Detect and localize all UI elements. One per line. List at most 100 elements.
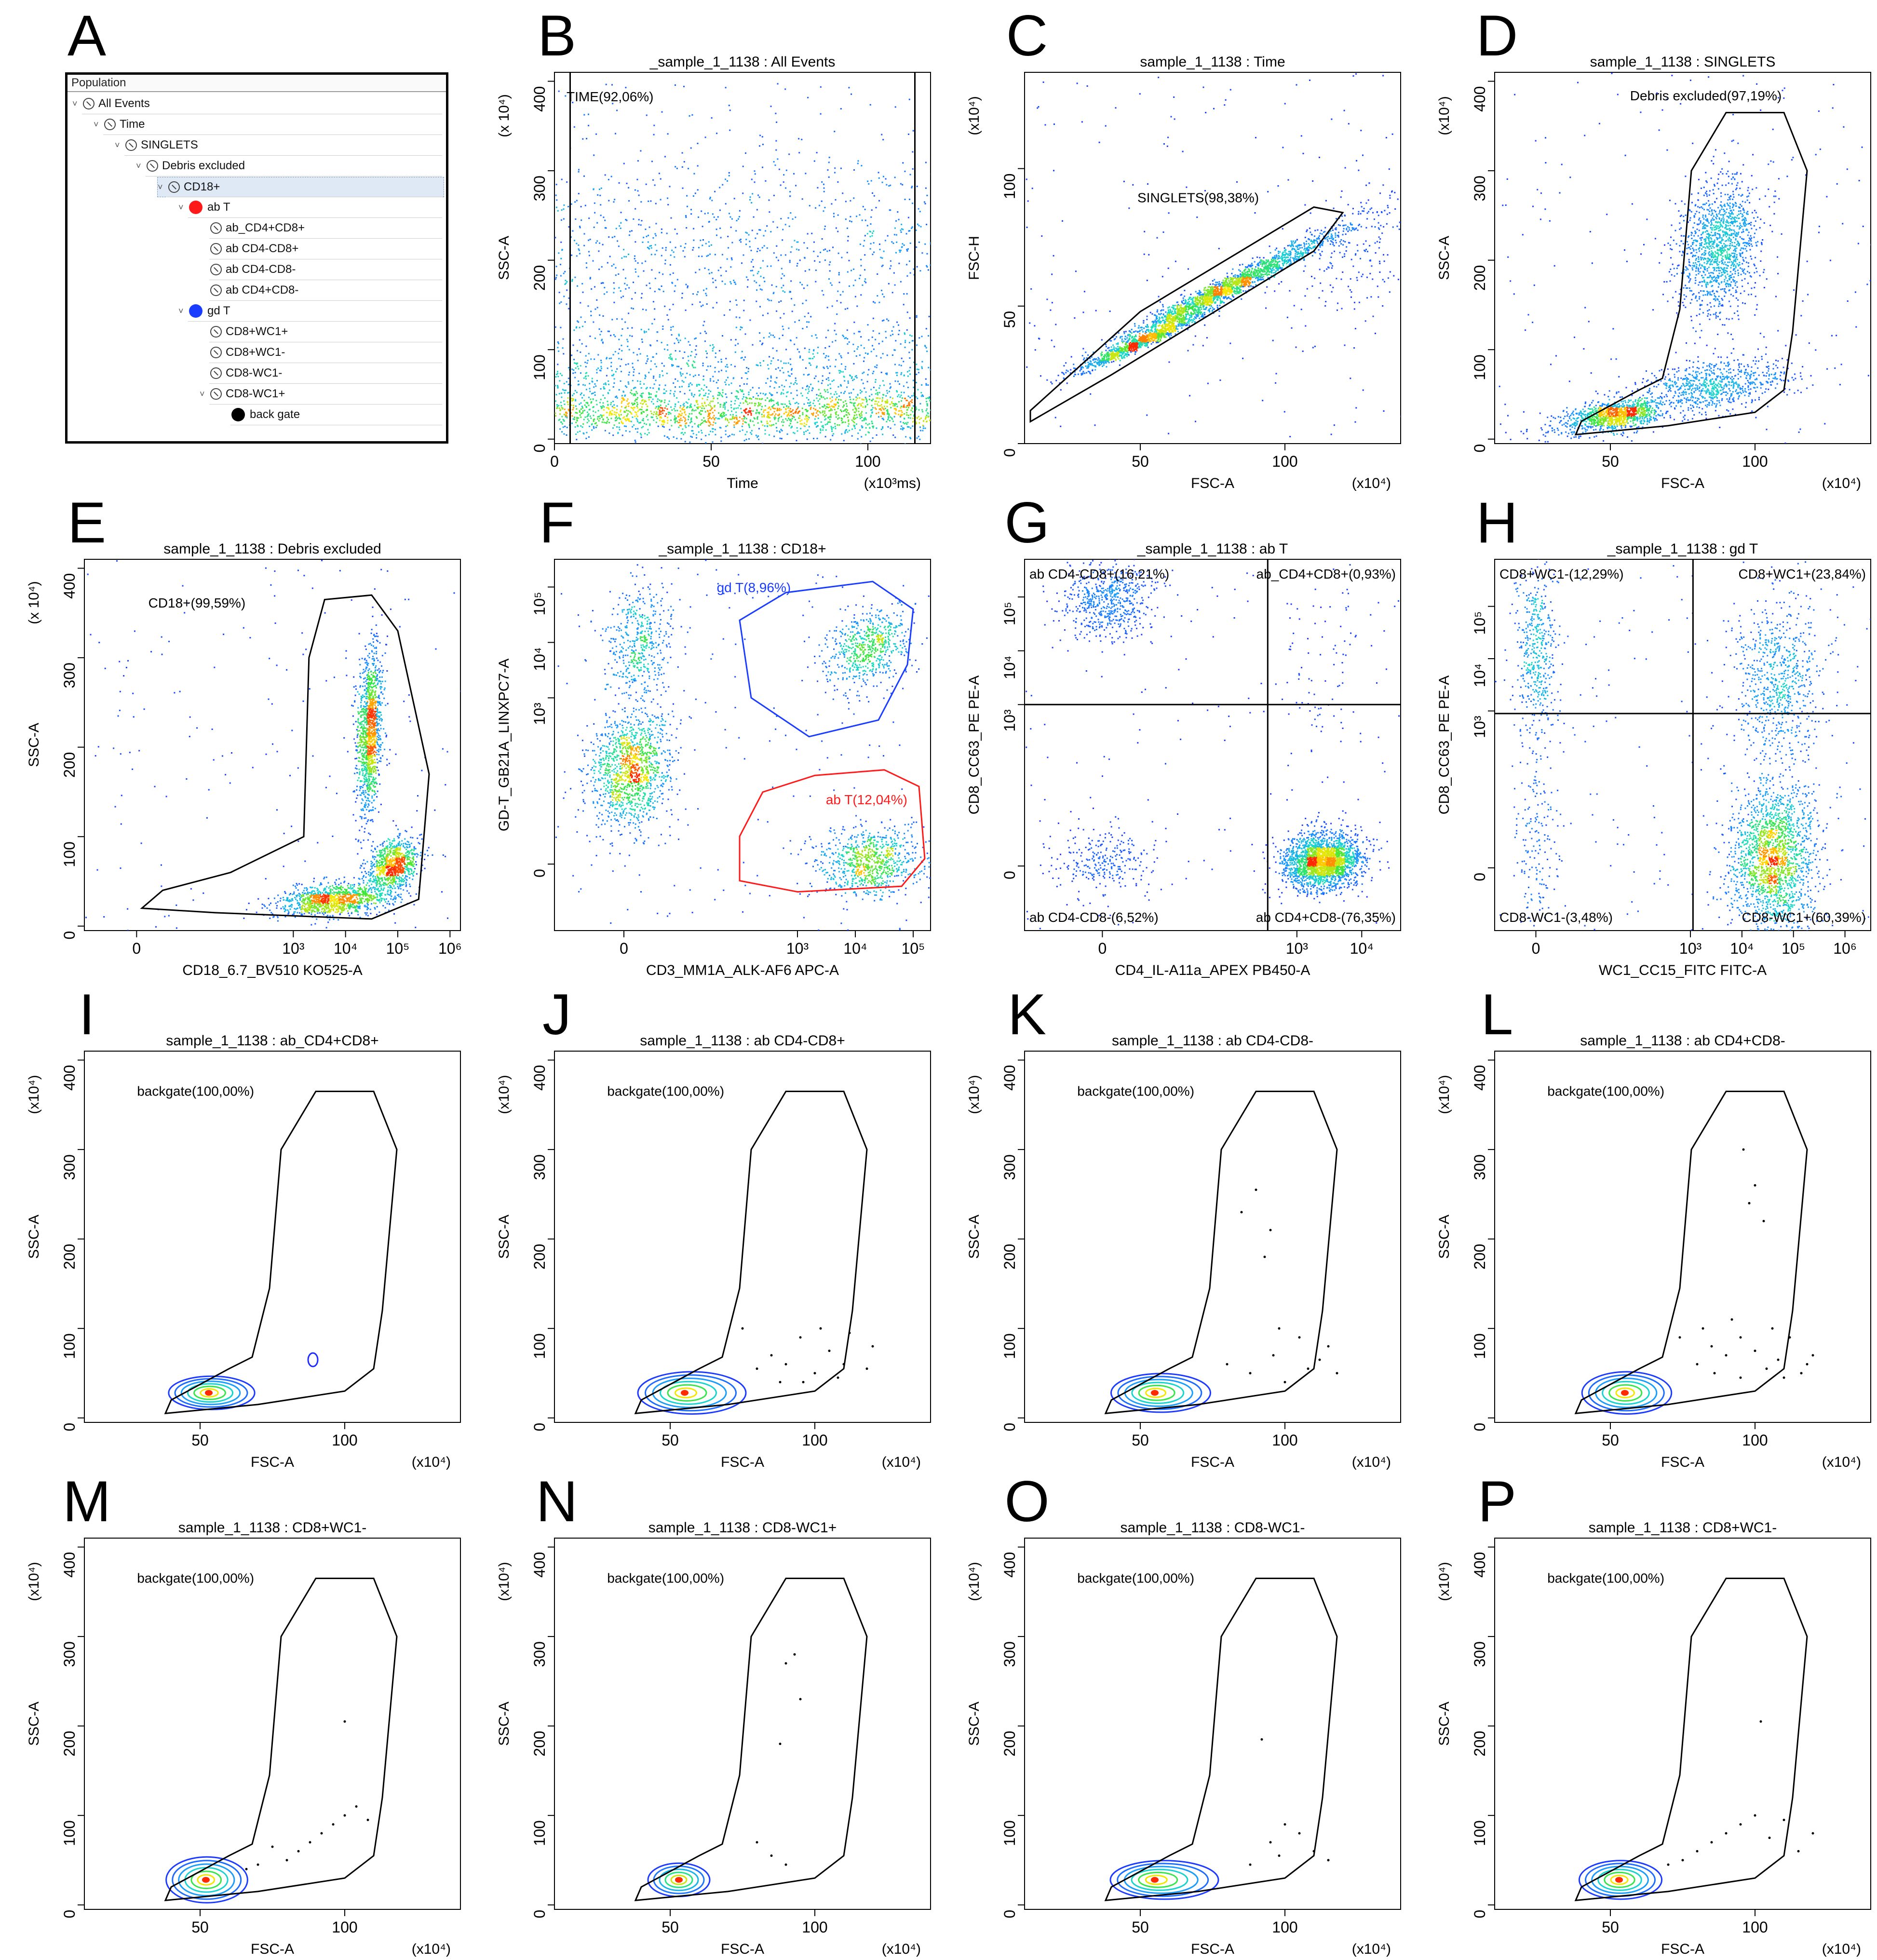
event-point xyxy=(737,421,739,423)
event-point xyxy=(833,216,835,217)
event-point xyxy=(554,237,556,239)
event-point xyxy=(780,409,782,411)
event-point xyxy=(1208,294,1210,296)
event-point xyxy=(908,401,910,403)
event-point xyxy=(1171,319,1173,321)
event-point xyxy=(1331,227,1333,229)
event-point xyxy=(746,431,748,433)
event-point xyxy=(575,400,577,402)
event-point xyxy=(879,385,881,387)
event-point xyxy=(580,402,582,404)
event-point xyxy=(787,407,789,409)
event-point xyxy=(720,404,722,406)
event-point xyxy=(583,114,585,116)
event-point xyxy=(591,424,593,426)
event-point xyxy=(600,331,602,332)
event-point xyxy=(1097,363,1099,365)
event-point xyxy=(1262,271,1264,272)
event-point xyxy=(1245,275,1247,277)
event-point xyxy=(808,358,810,360)
event-point xyxy=(629,411,631,413)
event-point xyxy=(568,367,570,369)
event-point xyxy=(860,344,862,346)
event-point xyxy=(1279,251,1281,253)
event-point xyxy=(768,411,770,413)
event-point xyxy=(925,384,927,386)
event-point xyxy=(791,298,792,299)
event-point xyxy=(854,412,856,413)
event-point xyxy=(880,409,882,411)
event-point xyxy=(729,216,731,218)
event-point xyxy=(729,129,731,131)
event-point xyxy=(679,339,681,341)
event-point xyxy=(1084,362,1086,364)
event-point xyxy=(730,266,732,268)
event-point xyxy=(690,419,692,421)
event-point xyxy=(1274,249,1276,251)
event-point xyxy=(585,406,587,407)
event-point xyxy=(890,396,891,398)
event-point xyxy=(751,178,753,180)
event-point xyxy=(896,390,898,392)
event-point xyxy=(760,275,762,277)
event-point xyxy=(716,234,717,236)
event-point xyxy=(796,440,797,442)
event-point xyxy=(730,401,732,403)
event-point xyxy=(861,417,863,418)
event-point xyxy=(725,414,727,416)
event-point xyxy=(1232,268,1234,270)
event-point xyxy=(916,368,918,370)
event-point xyxy=(1254,268,1256,270)
event-point xyxy=(1314,246,1316,248)
event-point xyxy=(891,401,893,403)
event-point xyxy=(679,419,681,421)
event-point xyxy=(838,370,840,372)
event-point xyxy=(673,408,675,410)
event-point xyxy=(885,402,887,404)
event-point xyxy=(809,402,810,404)
event-point xyxy=(874,403,876,405)
event-point xyxy=(702,363,704,364)
event-point xyxy=(868,183,870,185)
event-point xyxy=(696,434,697,436)
event-point xyxy=(1298,256,1300,258)
event-point xyxy=(754,418,756,420)
event-point xyxy=(707,212,709,214)
event-point xyxy=(817,256,819,257)
event-point xyxy=(770,299,772,301)
event-point xyxy=(600,365,602,367)
event-point xyxy=(806,438,808,440)
event-point xyxy=(741,327,743,329)
event-point xyxy=(602,342,604,344)
event-point xyxy=(882,426,884,428)
event-point xyxy=(623,410,625,412)
event-point xyxy=(856,348,858,350)
event-point xyxy=(689,413,690,415)
event-point xyxy=(851,428,853,430)
event-point xyxy=(680,425,682,427)
event-point xyxy=(640,201,642,203)
event-point xyxy=(889,268,891,270)
event-point xyxy=(1160,340,1161,342)
event-point xyxy=(653,376,655,377)
event-point xyxy=(1103,355,1105,357)
event-point xyxy=(888,413,890,415)
event-point xyxy=(676,397,678,399)
event-point xyxy=(1291,244,1293,246)
event-point xyxy=(603,409,605,411)
event-point xyxy=(1142,341,1144,343)
event-point xyxy=(567,206,569,207)
event-point xyxy=(1118,358,1120,360)
event-point xyxy=(748,392,750,393)
event-point xyxy=(842,406,844,408)
event-point xyxy=(1120,350,1122,351)
event-point xyxy=(838,399,839,401)
event-point xyxy=(1131,328,1133,330)
event-point xyxy=(586,267,588,269)
event-point xyxy=(735,338,737,340)
event-point xyxy=(1283,249,1285,251)
event-point xyxy=(697,403,699,405)
event-point xyxy=(767,298,769,300)
event-point xyxy=(603,421,605,423)
event-point xyxy=(924,427,926,429)
